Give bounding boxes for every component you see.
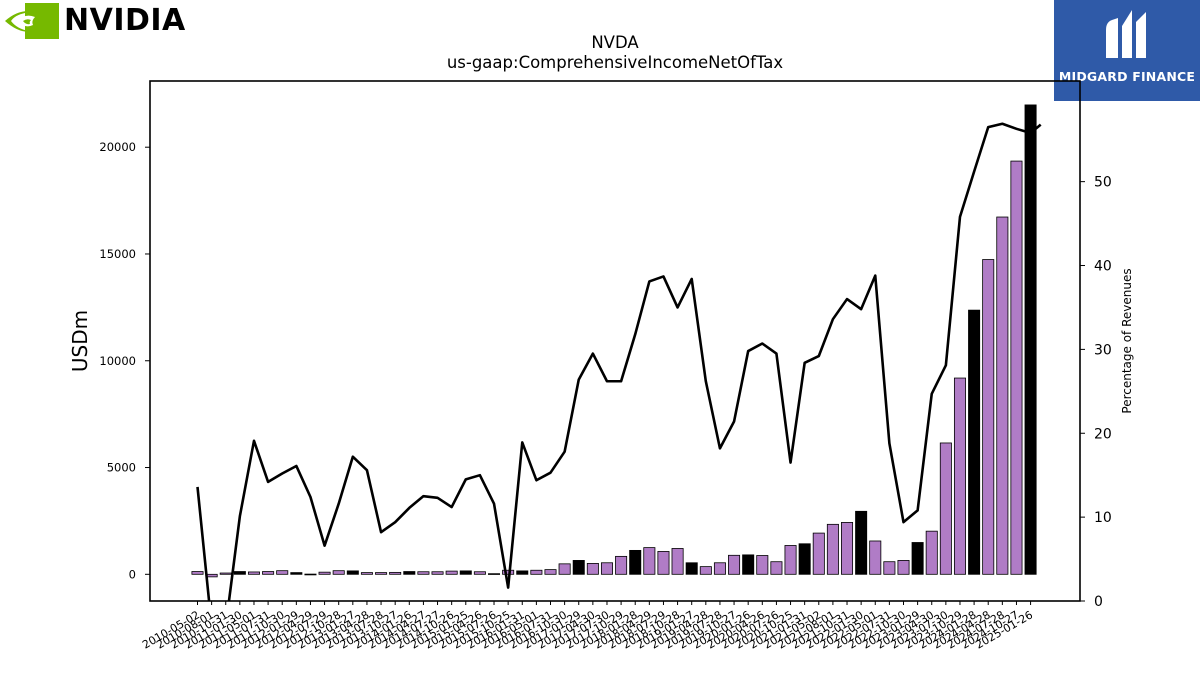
y2-tick-label: 0	[1094, 594, 1103, 610]
bar	[431, 571, 444, 575]
nvidia-wordmark: NVIDIA	[64, 3, 186, 38]
bar	[996, 216, 1009, 575]
y-tick-label: 15000	[99, 247, 136, 261]
bar	[290, 572, 303, 575]
bar	[445, 570, 458, 575]
y2-tick-label: 10	[1094, 510, 1112, 526]
bar	[403, 571, 416, 575]
midgard-m-icon	[1106, 10, 1146, 58]
chart-title: NVDA	[591, 33, 639, 52]
bar	[459, 570, 472, 575]
percent-of-revenue-line	[196, 122, 1042, 601]
bar	[318, 571, 331, 575]
bar	[643, 547, 656, 575]
bar	[657, 551, 670, 575]
bar	[276, 570, 289, 575]
bar	[925, 530, 938, 575]
bar	[855, 510, 868, 575]
bar	[544, 569, 557, 575]
y2-tick-label: 30	[1094, 342, 1112, 358]
bar	[558, 563, 571, 575]
bar	[600, 562, 613, 575]
y-axis-label: USDm	[68, 310, 92, 372]
bar	[784, 545, 797, 575]
bar	[233, 571, 246, 575]
y2-axis-label: Percentage of Revenues	[1120, 268, 1134, 413]
y-axis-right: 0 10 20 30 40 50	[1080, 175, 1112, 610]
bar	[332, 570, 345, 575]
plot-frame	[149, 80, 1081, 602]
bar	[615, 555, 628, 575]
bar	[699, 566, 712, 575]
bar	[219, 572, 232, 575]
bar	[939, 442, 952, 575]
bar	[982, 259, 995, 575]
bar	[841, 522, 854, 575]
y-tick-label: 0	[129, 567, 136, 581]
nvidia-eye-icon	[5, 3, 59, 39]
nvidia-logo: NVIDIA	[0, 0, 200, 46]
x-axis: 2010-05-022010-08-012010-10-312011-01-30…	[140, 601, 1035, 652]
bars-group	[191, 104, 1037, 578]
bar	[191, 571, 204, 575]
bar	[473, 571, 486, 575]
chart-subtitle: us-gaap:ComprehensiveIncomeNetOfTax	[447, 53, 784, 72]
bar	[389, 571, 402, 575]
bar	[346, 570, 359, 575]
bar	[1010, 160, 1023, 575]
bar	[728, 554, 741, 575]
bar	[530, 569, 543, 575]
bar	[417, 571, 430, 575]
y2-tick-label: 50	[1094, 175, 1112, 191]
percent-line-group	[196, 122, 1042, 601]
bar	[516, 570, 529, 575]
bar	[685, 562, 698, 575]
bar	[671, 548, 684, 575]
bar	[968, 309, 981, 575]
bar	[826, 523, 839, 575]
bar	[629, 549, 642, 575]
bar	[1024, 104, 1037, 575]
y2-tick-label: 40	[1094, 259, 1112, 275]
bar	[883, 561, 896, 575]
bar	[756, 555, 769, 575]
y-tick-label: 10000	[99, 354, 136, 368]
bar	[798, 543, 811, 575]
bar	[247, 571, 260, 575]
bar	[713, 562, 726, 575]
y-axis-left: 0 5000 10000 15000 20000	[99, 140, 150, 581]
bar	[375, 572, 388, 575]
bar	[360, 572, 373, 575]
bar	[304, 573, 317, 576]
y2-tick-label: 20	[1094, 426, 1112, 442]
bar	[770, 561, 783, 575]
bar	[262, 571, 275, 575]
bar	[897, 560, 910, 575]
bar	[572, 560, 585, 575]
bar	[586, 563, 599, 575]
bar	[953, 377, 966, 575]
y-tick-label: 5000	[107, 461, 136, 475]
y-tick-label: 20000	[99, 140, 136, 154]
bar	[812, 532, 825, 575]
bar	[911, 542, 924, 575]
midgard-finance-wordmark: MIDGARD FINANCE	[1058, 69, 1196, 84]
bar	[488, 573, 501, 575]
bar	[742, 554, 755, 575]
midgard-finance-logo: MIDGARD FINANCE	[1054, 0, 1200, 101]
bar	[869, 540, 882, 575]
